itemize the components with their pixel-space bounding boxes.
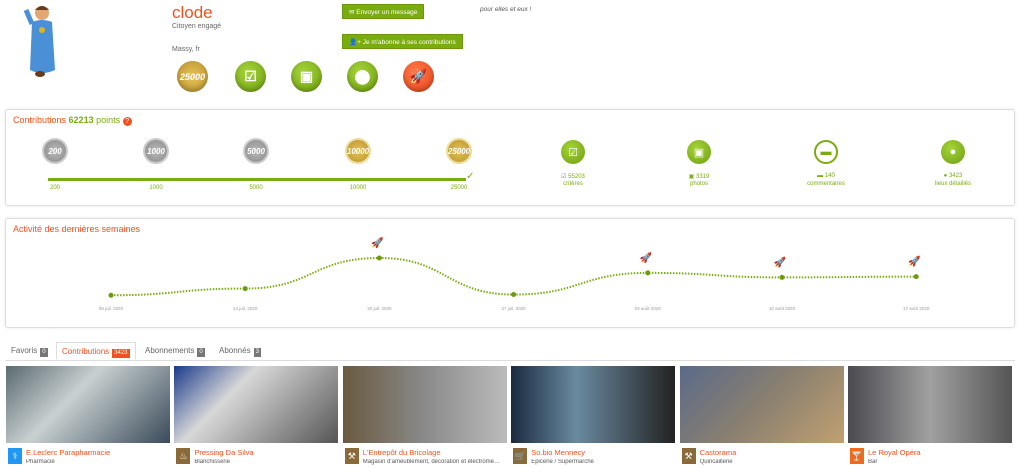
category-icon: ⚒ (681, 448, 696, 464)
place-name[interactable]: Le Royal Opéra (868, 448, 921, 457)
help-icon[interactable]: ? (122, 117, 132, 126)
user-avatar (23, 6, 55, 77)
place-category: Quincaillerie (699, 459, 733, 465)
place-photo[interactable] (342, 366, 507, 443)
check-mark-icon: ✓ (466, 171, 475, 182)
stat-places-value: ● 3423 (943, 173, 963, 179)
subscribe-button[interactable]: 👤+ Je m'abonne à ses contributions (342, 34, 463, 49)
place-photo[interactable] (6, 366, 170, 443)
location-pin-icon: ● (941, 140, 965, 164)
place-card[interactable]: 🛒 So.bio Mennecy Épicerie / Supermarché (511, 366, 676, 468)
rocket-icon: 🚀 (908, 255, 921, 268)
level-label: 1000 (149, 185, 163, 191)
level-label: 25000 (450, 185, 468, 191)
location-pin-icon: ⬤ (347, 61, 378, 92)
stat-criteria-value: ☑ 55203 (561, 174, 585, 180)
level-label: 5000 (249, 185, 263, 191)
contributions-title: Contributions 62213 points ? (13, 115, 132, 126)
activity-point[interactable] (376, 255, 382, 261)
user-location: Massy, fr (172, 46, 200, 53)
activity-point[interactable] (511, 292, 517, 298)
medal-25000-icon: 25000 (446, 138, 472, 164)
place-card[interactable]: ⚒ L'Entrepôt du Bricolage Magasin d'ameu… (342, 366, 507, 468)
medal-5000-icon: 5000 (243, 138, 269, 164)
place-card[interactable]: ⚕ E.Leclerc Parapharmacie Pharmacie (6, 366, 170, 468)
user-slogan: pour elles et eux ! (480, 6, 532, 13)
activity-point[interactable] (779, 274, 785, 280)
stat-photos-value: ▣ 3319 (688, 174, 710, 180)
category-icon: ⚕ (8, 448, 22, 464)
x-tick-label: 03 août 2020 (635, 306, 662, 311)
level-label: 200 (49, 185, 61, 191)
x-tick-label: 13 juil. 2020 (233, 306, 258, 311)
category-icon: ⚒ (344, 448, 359, 464)
stat-criteria-label: critères (563, 181, 583, 187)
x-tick-label: 20 juil. 2020 (367, 306, 392, 311)
envelope-icon: ✉ (349, 9, 357, 16)
x-tick-label: 17 août 2020 (903, 306, 930, 311)
medal-1000-icon: 1000 (143, 138, 169, 164)
place-photo[interactable] (174, 366, 339, 443)
place-category: Bar (868, 459, 878, 465)
place-category: Blanchisserie (194, 459, 231, 465)
place-name[interactable]: So.bio Mennecy (531, 448, 585, 457)
add-user-icon: 👤+ (349, 39, 363, 46)
stat-comments-value: ▬ 140 (817, 173, 835, 179)
activity-point[interactable] (645, 270, 651, 276)
activity-title: Activité des dernières semaines (13, 224, 141, 234)
tab-contributions[interactable]: Contributions 3423 (56, 342, 136, 360)
send-message-button[interactable]: ✉ Envoyer un message (342, 4, 425, 19)
activity-point[interactable] (913, 274, 919, 280)
level-progress-bar (48, 178, 466, 181)
user-name: clode (172, 3, 213, 22)
medal-25000-icon: 25000 (177, 61, 208, 92)
tab-abonnes[interactable]: Abonnés 3 (219, 346, 261, 357)
stat-places-label: lieux détaillés (934, 181, 972, 187)
place-photo[interactable] (848, 366, 1012, 443)
place-category: Pharmacie (26, 459, 55, 465)
place-name[interactable]: L'Entrepôt du Bricolage (362, 448, 441, 457)
category-icon: 🛒 (513, 448, 528, 464)
place-card[interactable]: ⚒ Castorama Quincaillerie (679, 366, 844, 468)
level-label: 10000 (349, 185, 367, 191)
place-photo[interactable] (511, 366, 676, 443)
rocket-icon: 🚀 (403, 61, 434, 92)
place-photo[interactable] (679, 366, 844, 443)
activity-point[interactable] (242, 286, 248, 292)
tab-favoris[interactable]: Favoris 0 (11, 346, 48, 357)
stat-comments-label: commentaires (807, 181, 845, 187)
rocket-icon: 🚀 (640, 251, 653, 264)
place-card[interactable]: ♨ Pressing Da Silva Blanchisserie (174, 366, 339, 468)
photo-icon: ▣ (687, 140, 711, 164)
activity-line (110, 256, 917, 297)
place-category: Magasin d'ameublement, décoration et éle… (362, 459, 503, 465)
stat-photos-label: photos (689, 181, 709, 187)
place-card[interactable]: 🍸 Le Royal Opéra Bar (848, 366, 1012, 468)
tabs-divider (5, 360, 1015, 361)
tab-abonnements[interactable]: Abonnements 0 (145, 346, 205, 357)
check-icon: ☑ (561, 140, 585, 164)
rocket-icon: 🚀 (371, 236, 384, 249)
activity-chart: 06 juil. 2020 13 juil. 2020 20 juil. 2020 🚀… (99, 236, 930, 311)
category-icon: 🍸 (850, 448, 864, 464)
medal-200-icon: 200 (42, 138, 68, 164)
photo-icon: ▣ (291, 61, 322, 92)
place-category: Épicerie / Supermarché (531, 459, 594, 465)
medal-10000-icon: 10000 (345, 138, 371, 164)
activity-point[interactable] (108, 292, 114, 298)
x-tick-label: 10 août 2020 (769, 306, 796, 311)
check-icon: ☑ (235, 61, 266, 92)
rocket-icon: 🚀 (774, 255, 787, 268)
place-name[interactable]: E.Leclerc Parapharmacie (26, 448, 111, 457)
activity-panel: Activité des dernières semaines 06 juil.… (5, 218, 1015, 328)
place-name[interactable]: Pressing Da Silva (194, 448, 254, 457)
x-tick-label: 06 juil. 2020 (99, 306, 124, 311)
contributions-panel: Contributions 62213 points ? 200 1000 50… (5, 109, 1015, 206)
place-name[interactable]: Castorama (699, 448, 737, 457)
category-icon: ♨ (176, 448, 191, 464)
user-status: Citoyen engagé (172, 23, 222, 30)
x-tick-label: 27 juil. 2020 (501, 306, 526, 311)
comment-icon: ▬ (814, 140, 838, 164)
